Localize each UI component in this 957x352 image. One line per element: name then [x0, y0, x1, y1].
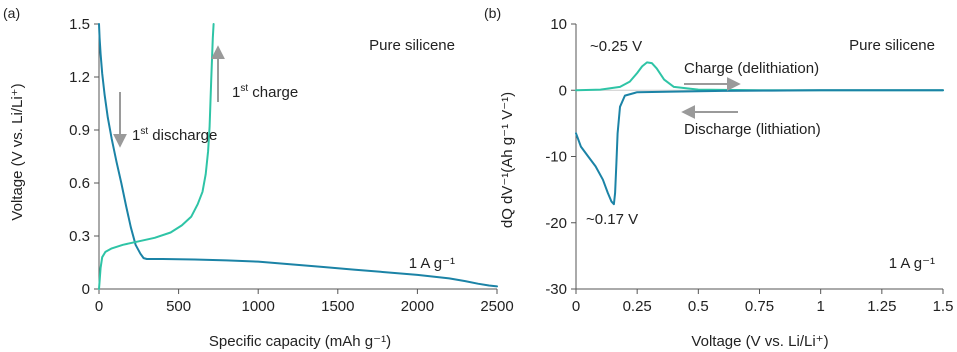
panel-a-discharge-label-rest: discharge [148, 127, 217, 144]
panel-a-x-tick-label: 1000 [242, 298, 275, 315]
panel-b-ticks: 0 0.25 0.5 0.75 1 1.25 1.5 10 0 -10 -20 -30 [545, 16, 953, 315]
panel-a-material-label: Pure silicene [369, 37, 455, 54]
panel-b-x-axis-title: Voltage (V vs. Li/Li⁺) [691, 333, 828, 350]
panel-b-y-tick-label: -30 [545, 281, 567, 298]
panel-b-charge-arrow-label: Charge (delithiation) [684, 60, 819, 77]
panel-a-discharge-label-sup: st [140, 126, 148, 137]
panel-a-x-tick-label: 2500 [480, 298, 513, 315]
panel-b-material-label: Pure silicene [849, 37, 935, 54]
panel-a-charge-label-rest: charge [248, 84, 298, 101]
panel-a-rate-label: 1 A g⁻¹ [409, 255, 455, 272]
panel-a-axes [98, 24, 497, 290]
panel-b-y-tick-label: -10 [545, 149, 567, 166]
panel-b: (b) 0 0.25 0.5 0.75 1 1.25 1.5 10 0 -10 -20 -30 Vol… [484, 5, 953, 350]
panel-b-discharge-curve [575, 89, 944, 206]
panel-a-x-tick-label: 1500 [321, 298, 354, 315]
panel-a-x-tick-label: 0 [95, 298, 103, 315]
panel-b-y-tick-label: 0 [559, 82, 567, 99]
panel-b-y-tick-label: 10 [550, 16, 567, 33]
panel-a-y-tick-label: 1.2 [69, 69, 90, 86]
panel-a: (a) 0 500 1000 1500 2000 2500 0 0.3 0.6 0.9 1.2 1.5… [3, 5, 514, 350]
panel-b-discharge-arrow-label: Discharge (lithiation) [684, 121, 821, 138]
panel-b-x-tick-label: 0 [572, 298, 580, 315]
panel-a-y-tick-label: 0.3 [69, 228, 90, 245]
panel-a-x-tick-label: 2000 [401, 298, 434, 315]
panel-b-peak-discharge-label: ~0.17 V [586, 211, 638, 228]
panel-a-charge-label-sup: st [240, 83, 248, 94]
panel-b-peak-charge-label: ~0.25 V [590, 38, 642, 55]
panel-a-discharge-label-base: 1 [132, 127, 140, 144]
panel-a-discharge-label: 1st discharge [132, 126, 217, 144]
panel-b-y-tick-label: -20 [545, 215, 567, 232]
panel-b-y-axis-title: dQ dV⁻¹(Ah g⁻¹ V⁻¹) [499, 92, 516, 228]
panel-a-y-tick-label: 1.5 [69, 16, 90, 33]
panel-a-series [98, 23, 498, 290]
panel-a-label: (a) [3, 5, 20, 21]
panel-a-y-axis-title: Voltage (V vs. Li/Li⁺) [9, 83, 26, 220]
panel-a-charge-curve [98, 23, 215, 290]
panel-a-discharge-curve [98, 23, 498, 288]
panel-b-x-tick-label: 1 [816, 298, 824, 315]
panel-b-x-tick-label: 1.25 [867, 298, 896, 315]
panel-a-y-tick-label: 0.9 [69, 122, 90, 139]
panel-b-x-tick-label: 0.75 [745, 298, 774, 315]
panel-b-rate-label: 1 A g⁻¹ [889, 255, 935, 272]
panel-b-x-tick-label: 1.5 [933, 298, 954, 315]
panel-a-charge-label: 1st charge [232, 83, 298, 101]
panel-a-charge-label-base: 1 [232, 84, 240, 101]
panel-b-series [575, 61, 944, 206]
panel-a-y-tick-label: 0.6 [69, 175, 90, 192]
panel-a-ticks: 0 500 1000 1500 2000 2500 0 0.3 0.6 0.9 1.2 1.5 [69, 16, 514, 315]
panel-a-x-axis-title: Specific capacity (mAh g⁻¹) [209, 333, 391, 350]
panel-b-label: (b) [484, 5, 501, 21]
panel-b-x-tick-label: 0.5 [688, 298, 709, 315]
panel-a-x-tick-label: 500 [166, 298, 191, 315]
panel-b-x-tick-label: 0.25 [623, 298, 652, 315]
panel-a-y-tick-label: 0 [82, 281, 90, 298]
